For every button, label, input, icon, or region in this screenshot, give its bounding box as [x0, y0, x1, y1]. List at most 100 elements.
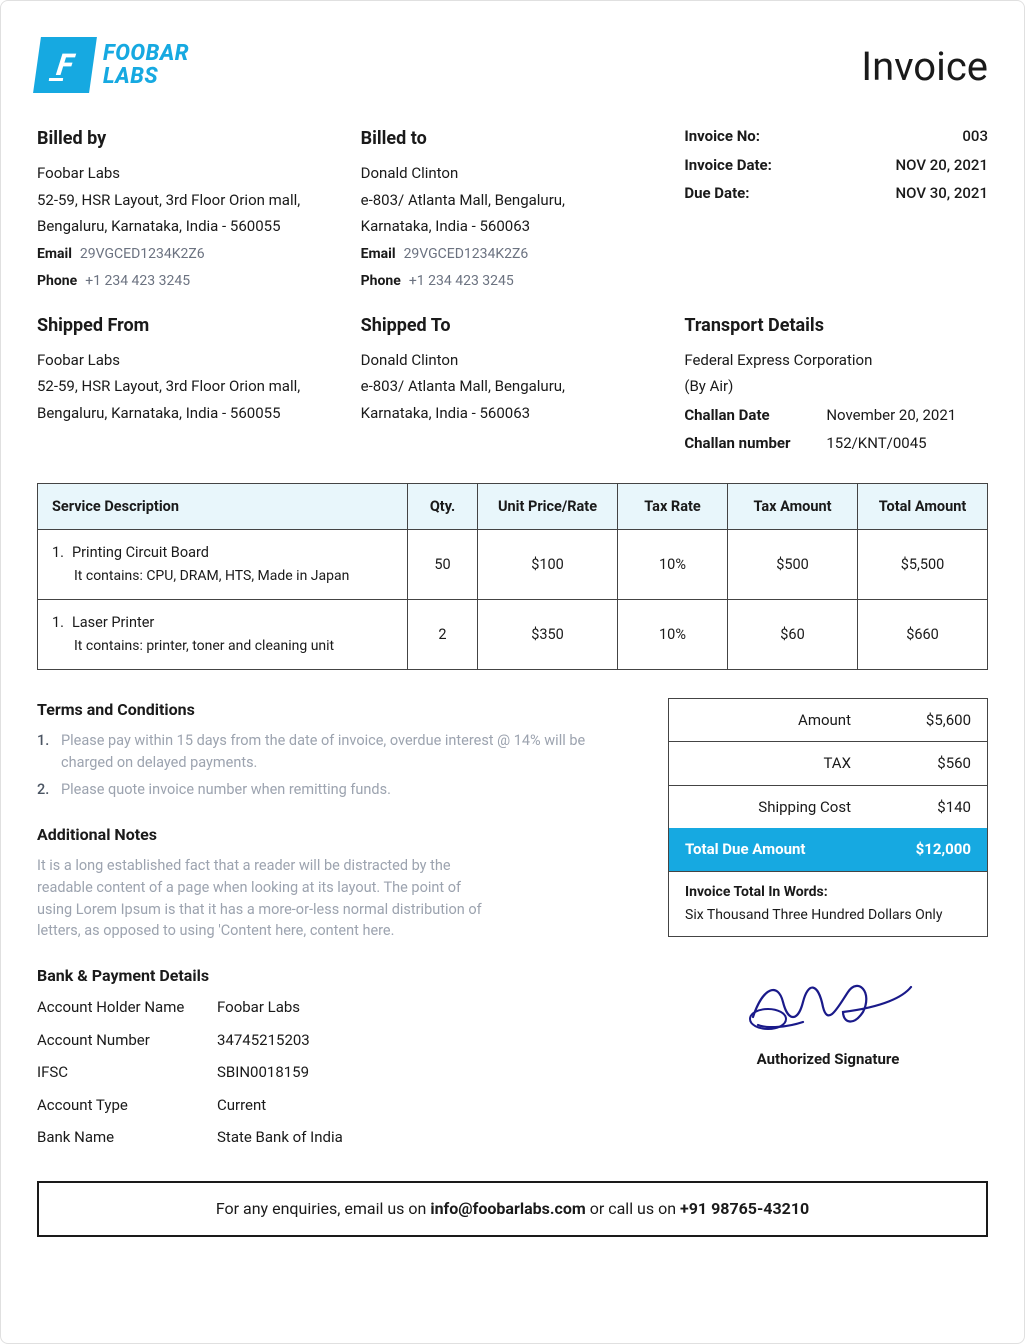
lower-section: Terms and Conditions Please pay within 1… — [37, 698, 988, 1149]
invoice-meta-block: Invoice No: 003 Invoice Date: NOV 20, 2021… — [684, 125, 988, 292]
billed-by-addr1: 52-59, HSR Layout, 3rd Floor Orion mall, — [37, 189, 341, 212]
shipped-from-addr1: 52-59, HSR Layout, 3rd Floor Orion mall, — [37, 375, 341, 398]
lower-left: Terms and Conditions Please pay within 1… — [37, 698, 640, 1149]
shipped-from-heading: Shipped From — [37, 312, 341, 339]
terms-heading: Terms and Conditions — [37, 698, 640, 722]
logo-block: F FOOBAR LABS — [37, 37, 189, 93]
invoice-no-label: Invoice No: — [684, 125, 760, 148]
info-grid: Billed by Foobar Labs 52-59, HSR Layout,… — [37, 125, 988, 455]
logo-line1: FOOBAR — [103, 42, 189, 65]
totals-words: Invoice Total In Words: Six Thousand Thr… — [669, 872, 987, 936]
bank-grid: Account Holder NameFoobar LabsAccount Nu… — [37, 996, 640, 1149]
shipped-to-heading: Shipped To — [361, 312, 665, 339]
bank-value: Foobar Labs — [217, 996, 640, 1019]
logo-text: FOOBAR LABS — [103, 42, 189, 88]
phone-label: Phone — [37, 273, 77, 289]
bank-value: Current — [217, 1094, 640, 1117]
billed-by-name: Foobar Labs — [37, 162, 341, 185]
transport-mode: (By Air) — [684, 375, 988, 398]
billed-to-email: 29VGCED1234K2Z6 — [404, 246, 529, 262]
invoice-date: NOV 20, 2021 — [896, 154, 988, 177]
bank-key: Bank Name — [37, 1126, 217, 1149]
shipped-to-addr1: e-803/ Atlanta Mall, Bengaluru, — [361, 375, 665, 398]
notes-heading: Additional Notes — [37, 823, 640, 847]
footer-prefix: For any enquiries, email us on — [216, 1199, 431, 1218]
bank-value: 34745215203 — [217, 1029, 640, 1052]
signature-block: Authorized Signature — [668, 967, 988, 1071]
billed-by-email: 29VGCED1234K2Z6 — [80, 246, 205, 262]
billed-by-phone: +1 234 423 3245 — [85, 273, 190, 289]
bank-key: IFSC — [37, 1061, 217, 1084]
footer-phone: +91 98765-43210 — [680, 1199, 809, 1218]
totals-box: Amount$5,600TAX$560Shipping Cost$140 Tot… — [668, 698, 988, 937]
billed-to-heading: Billed to — [361, 125, 665, 152]
totals-row: Amount$5,600 — [669, 699, 987, 743]
email-label: Email — [37, 246, 72, 262]
header: F FOOBAR LABS Invoice — [37, 37, 988, 97]
notes-text: It is a long established fact that a rea… — [37, 855, 497, 942]
logo-mark-icon: F — [33, 37, 97, 93]
transport-block: Transport Details Federal Express Corpor… — [684, 312, 988, 455]
transport-heading: Transport Details — [684, 312, 988, 339]
challan-date: November 20, 2021 — [826, 404, 956, 427]
shipped-from-addr2: Bengaluru, Karnataka, India - 560055 — [37, 402, 341, 425]
invoice-date-label: Invoice Date: — [684, 154, 772, 177]
logo-line2: LABS — [103, 65, 189, 88]
table-header-row: Service Description Qty. Unit Price/Rate… — [38, 483, 988, 530]
th-qty: Qty. — [408, 483, 478, 530]
billed-to-name: Donald Clinton — [361, 162, 665, 185]
bank-key: Account Holder Name — [37, 996, 217, 1019]
shipped-from-name: Foobar Labs — [37, 349, 341, 372]
transport-carrier: Federal Express Corporation — [684, 349, 988, 372]
bank-value: State Bank of India — [217, 1126, 640, 1149]
document-title: Invoice — [861, 37, 988, 97]
footer-bar: For any enquiries, email us on info@foob… — [37, 1181, 988, 1237]
totals-row: Shipping Cost$140 — [669, 786, 987, 829]
billed-to-addr1: e-803/ Atlanta Mall, Bengaluru, — [361, 189, 665, 212]
totals-row: TAX$560 — [669, 742, 987, 786]
billed-by-addr2: Bengaluru, Karnataka, India - 560055 — [37, 215, 341, 238]
signature-icon — [743, 967, 913, 1037]
total-due-label: Total Due Amount — [685, 838, 881, 861]
billed-to-addr2: Karnataka, India - 560063 — [361, 215, 665, 238]
shipped-to-name: Donald Clinton — [361, 349, 665, 372]
signature-label: Authorized Signature — [668, 1048, 988, 1071]
words-value: Six Thousand Three Hundred Dollars Only — [685, 907, 942, 923]
th-tax-rate: Tax Rate — [618, 483, 728, 530]
th-desc: Service Description — [38, 483, 408, 530]
challan-no: 152/KNT/0045 — [826, 432, 926, 455]
terms-item: Please pay within 15 days from the date … — [37, 730, 640, 774]
th-unit: Unit Price/Rate — [478, 483, 618, 530]
invoice-no: 003 — [962, 125, 988, 148]
table-row: 1.Printing Circuit BoardIt contains: CPU… — [38, 530, 988, 600]
due-date-label: Due Date: — [684, 182, 749, 205]
shipped-to-addr2: Karnataka, India - 560063 — [361, 402, 665, 425]
challan-no-label: Challan number — [684, 432, 814, 455]
billed-to-phone: +1 234 423 3245 — [409, 273, 514, 289]
bank-key: Account Type — [37, 1094, 217, 1117]
bank-value: SBIN0018159 — [217, 1061, 640, 1084]
items-table: Service Description Qty. Unit Price/Rate… — [37, 483, 988, 670]
footer-mid: or call us on — [586, 1199, 680, 1218]
lower-right: Amount$5,600TAX$560Shipping Cost$140 Tot… — [668, 698, 988, 1071]
words-label: Invoice Total In Words: — [685, 882, 971, 903]
due-date: NOV 30, 2021 — [896, 182, 988, 205]
billed-by-block: Billed by Foobar Labs 52-59, HSR Layout,… — [37, 125, 341, 292]
footer-email: info@foobarlabs.com — [430, 1199, 585, 1218]
shipped-to-block: Shipped To Donald Clinton e-803/ Atlanta… — [361, 312, 665, 455]
invoice-page: F FOOBAR LABS Invoice Billed by Foobar L… — [0, 0, 1025, 1344]
total-due-row: Total Due Amount $12,000 — [669, 828, 987, 872]
challan-date-label: Challan Date — [684, 404, 814, 427]
table-row: 1.Laser PrinterIt contains: printer, ton… — [38, 600, 988, 670]
terms-item: Please quote invoice number when remitti… — [37, 779, 640, 801]
billed-to-block: Billed to Donald Clinton e-803/ Atlanta … — [361, 125, 665, 292]
total-due-value: $12,000 — [881, 838, 971, 861]
terms-list: Please pay within 15 days from the date … — [37, 730, 640, 801]
th-tax-amt: Tax Amount — [728, 483, 858, 530]
bank-key: Account Number — [37, 1029, 217, 1052]
bank-heading: Bank & Payment Details — [37, 964, 640, 988]
billed-by-heading: Billed by — [37, 125, 341, 152]
phone-label: Phone — [361, 273, 401, 289]
th-total: Total Amount — [858, 483, 988, 530]
shipped-from-block: Shipped From Foobar Labs 52-59, HSR Layo… — [37, 312, 341, 455]
